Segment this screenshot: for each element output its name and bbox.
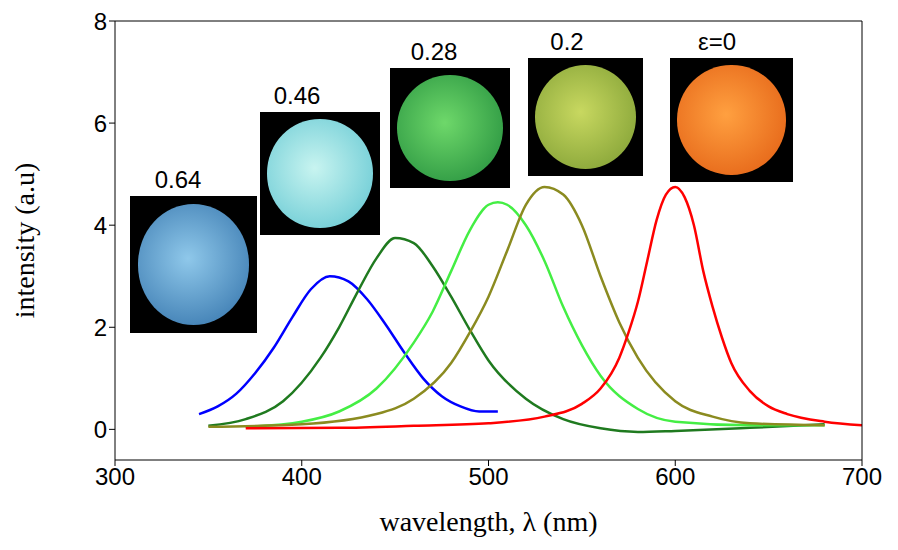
svg-text:wavelength, λ (nm): wavelength, λ (nm) [379, 506, 597, 537]
html-text:0.2: 0.2 [550, 28, 584, 55]
svg-text:intensity (a.u): intensity (a.u) [9, 163, 40, 319]
svg-text:300: 300 [95, 463, 135, 490]
svg-text:0: 0 [94, 416, 107, 443]
svg-text:700: 700 [842, 463, 882, 490]
html-text:0.64: 0.64 [154, 166, 202, 193]
svg-text:6: 6 [94, 110, 107, 137]
svg-text:4: 4 [94, 212, 107, 239]
html-text:0.46: 0.46 [273, 82, 321, 109]
svg-text:400: 400 [282, 463, 322, 490]
svg-text:2: 2 [94, 314, 107, 341]
svg-text:500: 500 [468, 463, 508, 490]
svg-text:600: 600 [655, 463, 695, 490]
html-text:0.28: 0.28 [410, 38, 458, 65]
svg-text:8: 8 [94, 8, 107, 35]
html-text:ε=0: ε=0 [698, 28, 736, 55]
